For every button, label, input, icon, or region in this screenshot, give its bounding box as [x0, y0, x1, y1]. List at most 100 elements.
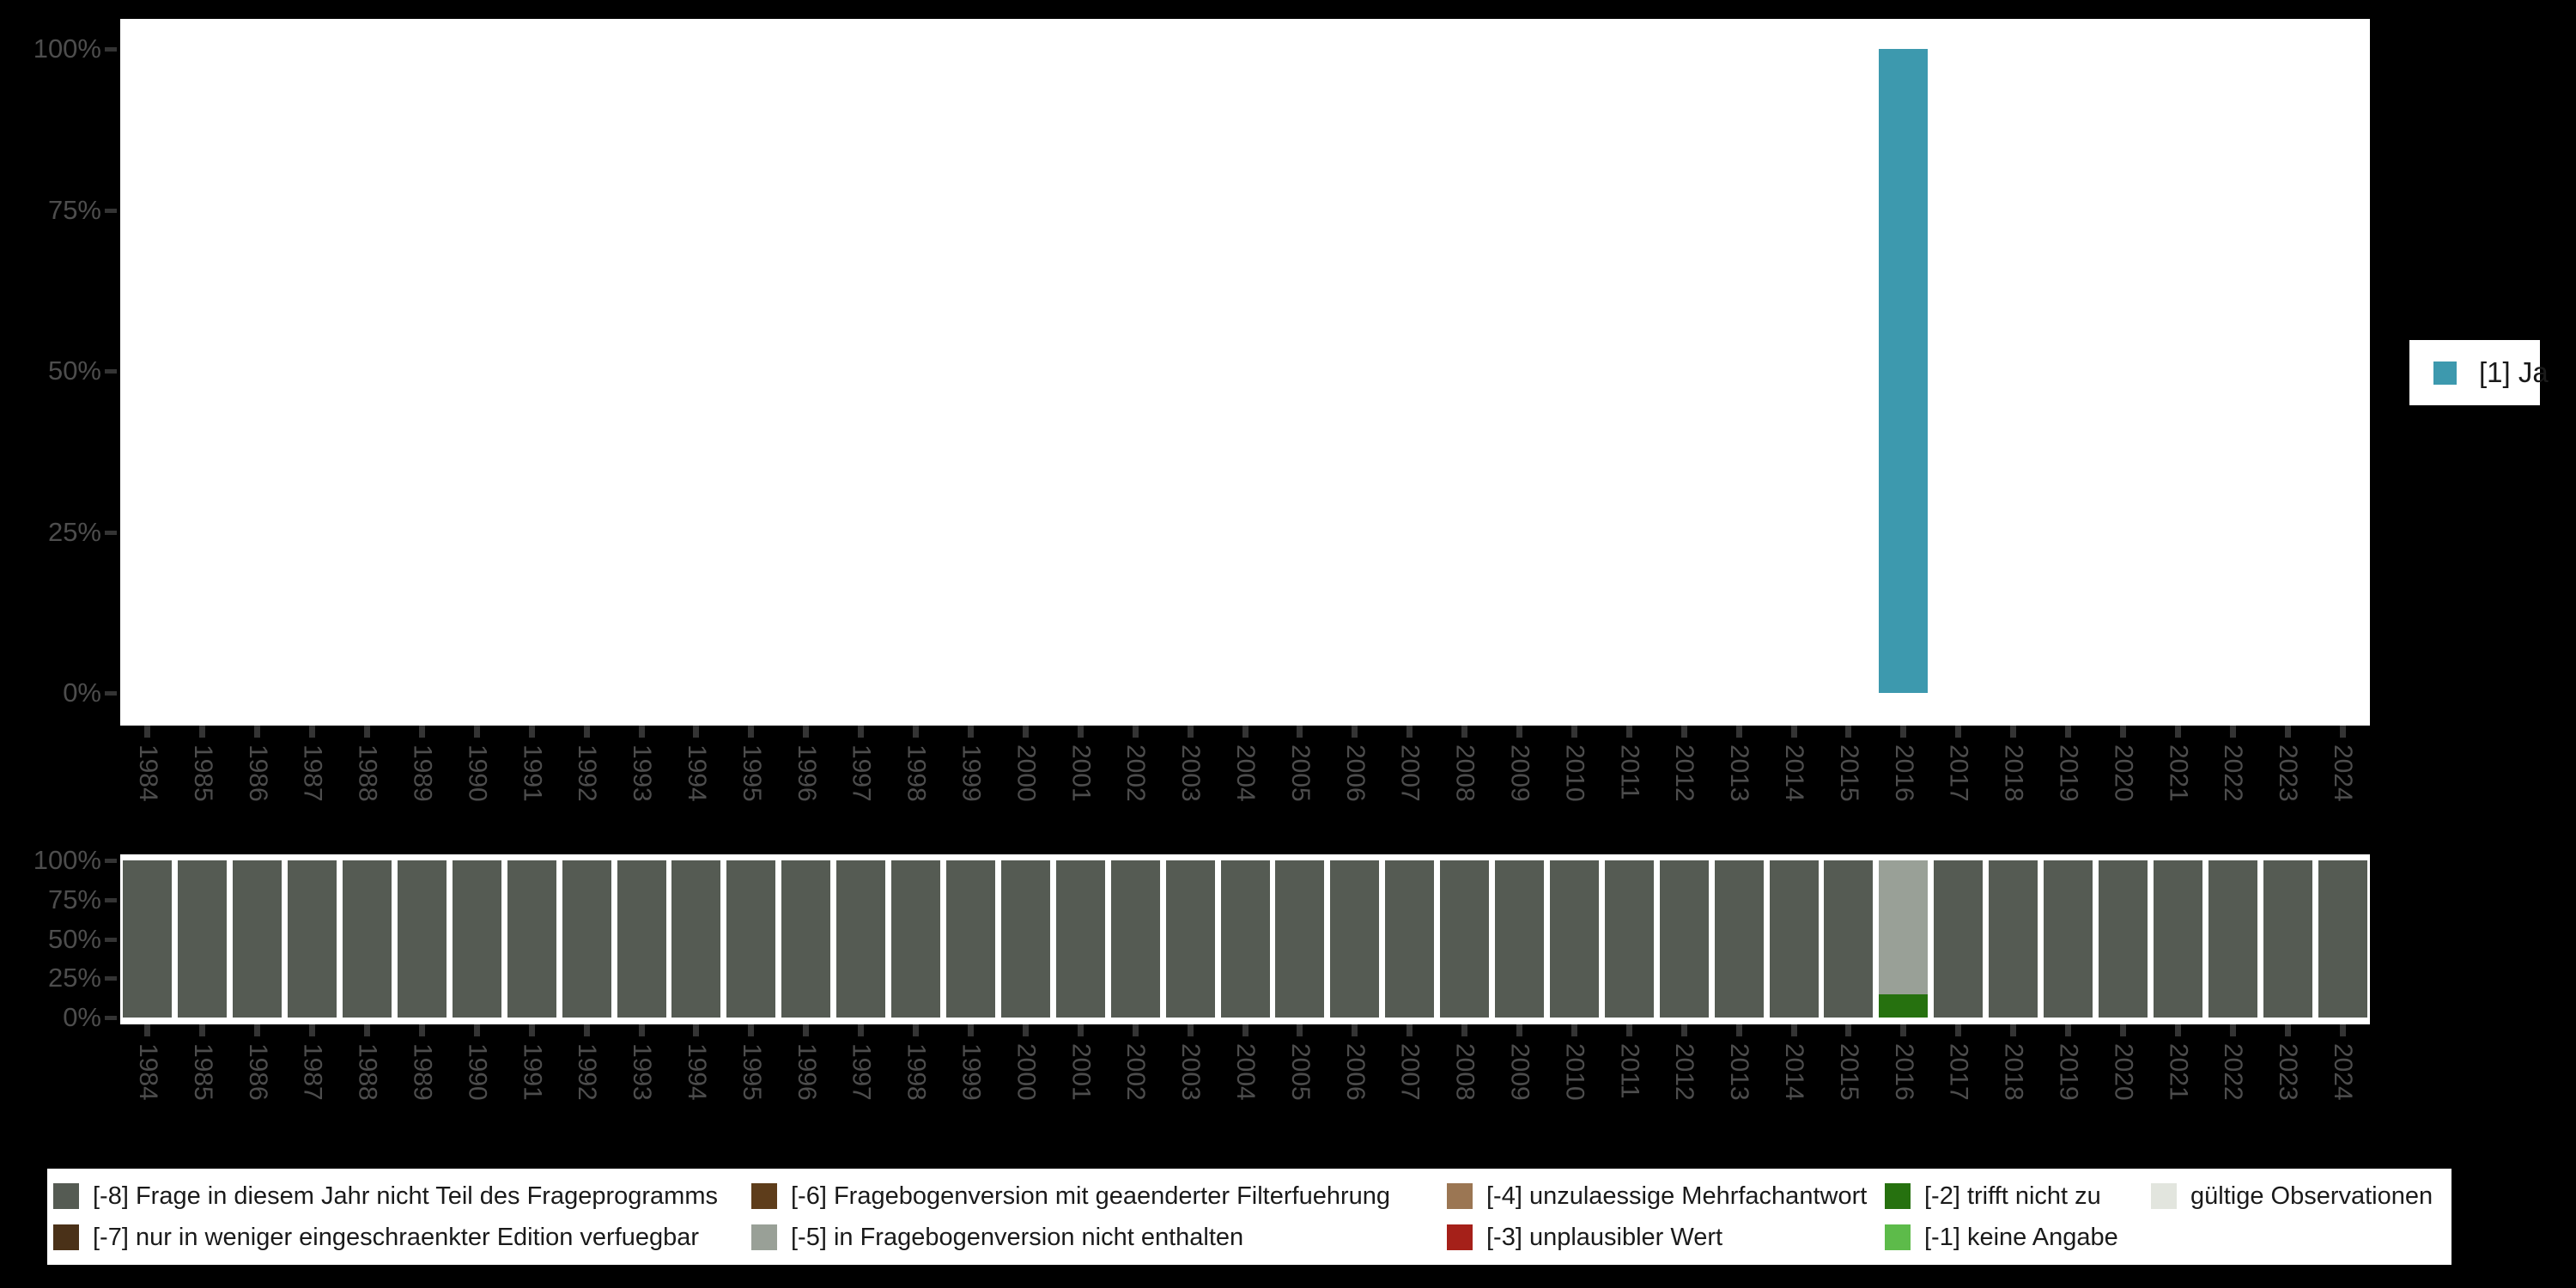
x-axis-year-label: 2012	[1670, 744, 1699, 802]
bar-2001-segment[interactable]	[1055, 860, 1105, 1018]
x-axis-year-label: 2009	[1505, 744, 1534, 802]
bar-2018-segment[interactable]	[1989, 860, 2038, 1018]
x-axis-year-label: 2017	[1944, 1043, 1973, 1101]
bar-2024-segment[interactable]	[2318, 860, 2367, 1018]
bar-1988-segment[interactable]	[343, 860, 392, 1018]
x-axis-tick-mark	[1132, 726, 1139, 738]
x-axis-year-label: 1987	[298, 1043, 327, 1101]
bar-1990-segment[interactable]	[452, 860, 501, 1018]
x-axis-tick-mark	[748, 1024, 755, 1036]
bar-2016-segment[interactable]	[1879, 860, 1929, 994]
x-axis-year-label: 2011	[1615, 1043, 1644, 1099]
bar-1994-segment[interactable]	[671, 860, 721, 1018]
value-legend-swatch[interactable]	[2433, 361, 2457, 385]
x-axis-tick-mark	[1461, 1024, 1468, 1036]
x-axis-tick-mark	[803, 726, 810, 738]
bar-1996-segment[interactable]	[781, 860, 831, 1018]
y-axis-tick-label: 0%	[63, 1002, 101, 1032]
missing-legend-item-3[interactable]: [-6] Fragebogenversion mit geaenderter F…	[751, 1182, 1447, 1211]
bar-1993-segment[interactable]	[617, 860, 666, 1018]
bar-2020-segment[interactable]	[2098, 860, 2148, 1018]
missing-legend-label: [-1] keine Angabe	[1924, 1223, 2118, 1251]
missing-legend-item-8[interactable]: [-1] keine Angabe	[1885, 1224, 2151, 1252]
bar-2014-segment[interactable]	[1769, 860, 1819, 1018]
x-axis-year-label: 2021	[2164, 744, 2193, 802]
missing-legend-swatch	[1885, 1224, 1911, 1250]
missing-legend-item-9[interactable]: gültige Observationen	[2151, 1182, 2443, 1211]
bar-2010-segment[interactable]	[1549, 860, 1599, 1018]
x-axis-year-label: 2020	[2109, 1043, 2138, 1101]
y-axis-tick-mark	[105, 897, 117, 902]
x-axis-tick-mark	[858, 1024, 865, 1036]
x-axis-tick-mark	[2284, 726, 2291, 738]
value-legend-label[interactable]: [1] Ja	[2479, 356, 2549, 388]
x-axis-year-label: 1988	[353, 744, 382, 802]
bar-2016-segment[interactable]	[1879, 993, 1929, 1018]
x-axis-tick-mark	[583, 1024, 590, 1036]
missing-legend-item-6[interactable]: [-3] unplausibler Wert	[1447, 1224, 1885, 1252]
x-axis-year-label: 2022	[2219, 1043, 2248, 1101]
bar-2013-segment[interactable]	[1714, 860, 1764, 1018]
missing-legend-label: [-3] unplausibler Wert	[1486, 1223, 1723, 1251]
bar-1999-segment[interactable]	[945, 860, 995, 1018]
y-axis-tick-label: 100%	[33, 33, 101, 64]
bar-2021-segment[interactable]	[2153, 860, 2202, 1018]
bar-2019-segment[interactable]	[2044, 860, 2093, 1018]
missing-legend-item-5[interactable]: [-4] unzulaessige Mehrfachantwort	[1447, 1182, 1885, 1211]
x-axis-year-label: 2008	[1450, 1043, 1479, 1101]
bar-2007-segment[interactable]	[1385, 860, 1435, 1018]
bar-2004-segment[interactable]	[1220, 860, 1270, 1018]
missing-legend-swatch	[751, 1183, 777, 1209]
x-axis-year-label: 2001	[1066, 744, 1096, 802]
bar-2012-segment[interactable]	[1659, 860, 1709, 1018]
bar-1989-segment[interactable]	[397, 860, 447, 1018]
missing-legend-label: [-8] Frage in diesem Jahr nicht Teil des…	[93, 1182, 718, 1210]
x-axis-tick-mark	[1790, 726, 1797, 738]
bar-2003-segment[interactable]	[1165, 860, 1215, 1018]
bar-2006-segment[interactable]	[1330, 860, 1380, 1018]
x-axis-tick-mark	[803, 1024, 810, 1036]
x-axis-year-label: 2013	[1725, 744, 1754, 802]
x-axis-year-label: 2000	[1012, 1043, 1041, 1101]
x-axis-tick-mark	[1955, 726, 1962, 738]
bar-2009-segment[interactable]	[1495, 860, 1544, 1018]
bar-2002-segment[interactable]	[1110, 860, 1160, 1018]
missing-legend-item-2[interactable]: [-7] nur in weniger eingeschraenkter Edi…	[53, 1224, 751, 1252]
bar-2016-segment[interactable]	[1879, 49, 1929, 693]
x-axis-tick-mark	[2339, 1024, 2346, 1036]
x-axis-tick-mark	[418, 1024, 425, 1036]
missing-legend-item-1[interactable]: [-8] Frage in diesem Jahr nicht Teil des…	[53, 1182, 751, 1211]
x-axis-tick-mark	[1680, 1024, 1687, 1036]
x-axis-year-label: 1989	[408, 1043, 437, 1101]
bar-2022-segment[interactable]	[2208, 860, 2257, 1018]
bar-2000-segment[interactable]	[1000, 860, 1050, 1018]
bar-1986-segment[interactable]	[233, 860, 283, 1018]
y-axis-tick-mark	[105, 691, 117, 696]
x-axis-year-label: 1993	[628, 744, 657, 802]
bar-1995-segment[interactable]	[726, 860, 776, 1018]
bar-1985-segment[interactable]	[178, 860, 228, 1018]
missing-legend-item-4[interactable]: [-5] in Fragebogenversion nicht enthalte…	[751, 1224, 1447, 1252]
x-axis-tick-mark	[1516, 726, 1522, 738]
bar-1997-segment[interactable]	[836, 860, 886, 1018]
bar-2011-segment[interactable]	[1604, 860, 1654, 1018]
bar-2023-segment[interactable]	[2263, 860, 2312, 1018]
x-axis-year-label: 2006	[1340, 744, 1370, 802]
y-axis-tick-label: 25%	[47, 516, 101, 547]
bar-1992-segment[interactable]	[562, 860, 611, 1018]
x-axis-year-label: 1995	[737, 1043, 766, 1101]
bar-2005-segment[interactable]	[1275, 860, 1325, 1018]
x-axis-tick-mark	[528, 726, 535, 738]
bar-1987-segment[interactable]	[288, 860, 337, 1018]
missing-legend-item-7[interactable]: [-2] trifft nicht zu	[1885, 1182, 2151, 1211]
bar-2017-segment[interactable]	[1934, 860, 1984, 1018]
x-axis-year-label: 2006	[1340, 1043, 1370, 1101]
bar-1991-segment[interactable]	[507, 860, 556, 1018]
x-axis-year-label: 1999	[957, 1043, 986, 1101]
bar-2015-segment[interactable]	[1824, 860, 1874, 1018]
bar-1984-segment[interactable]	[123, 860, 173, 1018]
bar-2008-segment[interactable]	[1440, 860, 1490, 1018]
bar-1998-segment[interactable]	[891, 860, 941, 1018]
missing-legend-label: [-2] trifft nicht zu	[1924, 1182, 2101, 1210]
x-axis-tick-mark	[1845, 1024, 1852, 1036]
